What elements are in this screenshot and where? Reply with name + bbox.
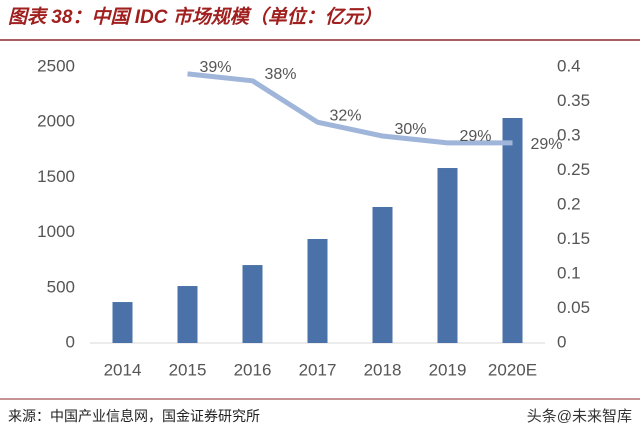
x-tick-label: 2018 [364, 360, 402, 379]
y2-tick-label: 0.1 [557, 263, 581, 282]
x-tick-label: 2015 [169, 360, 207, 379]
x-tick-label: 2014 [104, 360, 142, 379]
y-tick-label: 2000 [37, 112, 75, 131]
y-tick-label: 500 [47, 277, 75, 296]
chart-title: 图表 38：中国 IDC 市场规模（单位：亿元） [8, 6, 382, 28]
y2-tick-label: 0 [557, 332, 566, 351]
watermark: 头条@未来智库 [527, 407, 632, 425]
y2-tick-label: 0.15 [557, 229, 590, 248]
y-tick-label: 0 [66, 332, 75, 351]
data-label: 29% [459, 128, 491, 145]
y2-tick-label: 0.4 [557, 56, 581, 75]
x-tick-label: 2017 [299, 360, 337, 379]
y-tick-label: 1000 [37, 222, 75, 241]
x-tick-label: 2016 [234, 360, 272, 379]
y2-tick-label: 0.05 [557, 298, 590, 317]
data-label: 30% [394, 121, 426, 138]
bar [307, 239, 328, 343]
bar [242, 265, 263, 343]
data-label: 38% [264, 66, 296, 83]
y2-tick-label: 0.3 [557, 125, 581, 144]
y2-tick-label: 0.35 [557, 91, 590, 110]
x-tick-label: 2020E [488, 360, 537, 379]
bar [372, 206, 393, 343]
y2-tick-label: 0.25 [557, 160, 590, 179]
y-tick-label: 1500 [37, 167, 75, 186]
y-tick-label: 2500 [37, 56, 75, 75]
data-label: 32% [329, 107, 361, 124]
bar [502, 118, 523, 344]
x-tick-label: 2019 [429, 360, 467, 379]
data-label: 39% [199, 59, 231, 76]
data-label: 29% [531, 136, 563, 153]
bar [112, 302, 133, 343]
bar [177, 286, 198, 343]
source: 来源：中国产业信息网，国金证券研究所 [8, 408, 260, 425]
bar [437, 168, 458, 343]
y2-tick-label: 0.2 [557, 194, 581, 213]
line [187, 71, 513, 146]
